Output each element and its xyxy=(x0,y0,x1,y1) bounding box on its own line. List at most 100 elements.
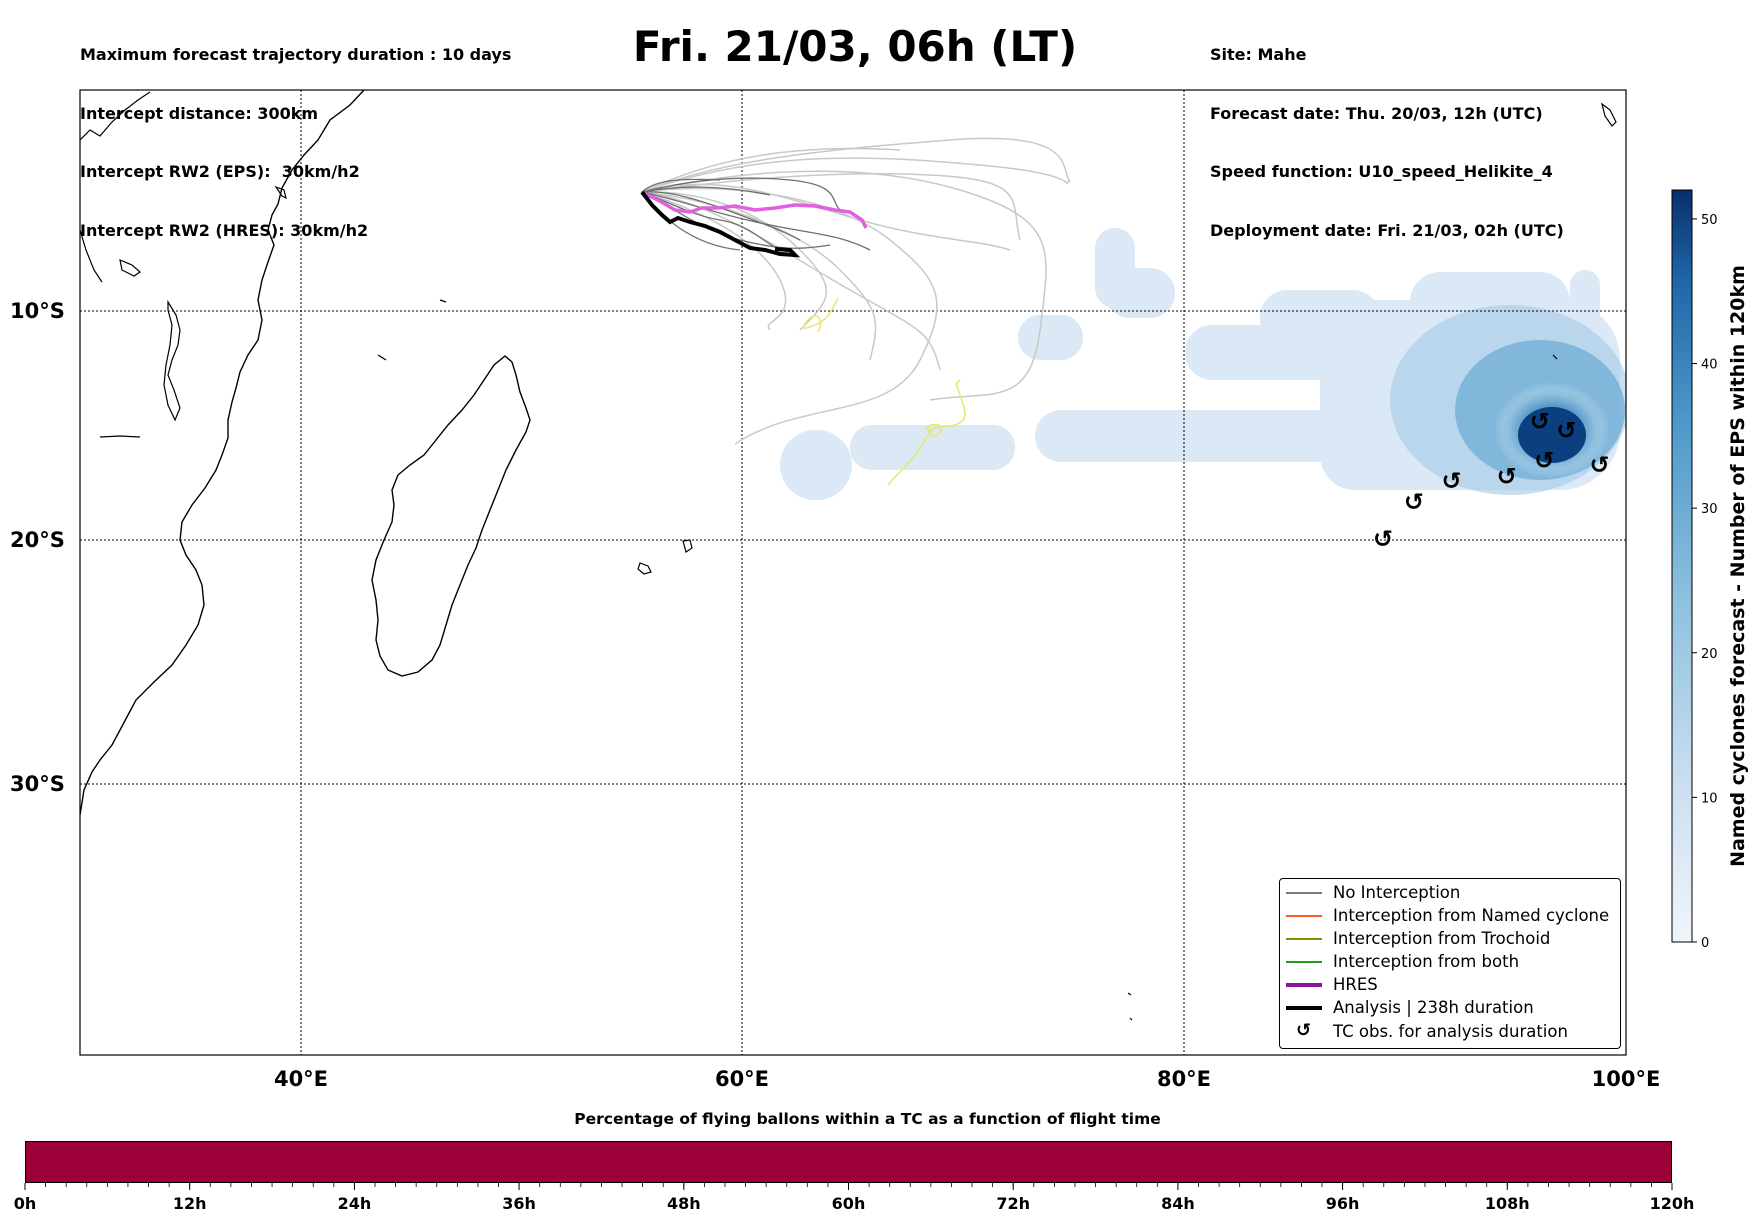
colorbar xyxy=(1671,189,1693,943)
main-title: Fri. 21/03, 06h (LT) xyxy=(632,22,1078,71)
density-contour xyxy=(1518,407,1586,463)
hour-tick-label: 84h xyxy=(1161,1194,1195,1213)
colorbar-ticks: 0 10 20 30 40 50 xyxy=(1692,213,1718,951)
legend-item-tc-obs: ↺ TC obs. for analysis duration xyxy=(1280,1020,1620,1043)
lon-label-80e: 80°E xyxy=(1157,1067,1211,1091)
lat-label-20s: 20°S xyxy=(10,528,65,552)
island xyxy=(1601,102,1617,127)
coastline-madagascar xyxy=(371,355,531,677)
eps-track xyxy=(641,178,721,193)
lon-label-40e: 40°E xyxy=(274,1067,328,1091)
lon-label-100e: 100°E xyxy=(1592,1067,1661,1091)
legend-item-trochoid: Interception from Trochoid xyxy=(1280,927,1620,950)
legend-item-both: Interception from both xyxy=(1280,950,1620,973)
island xyxy=(377,354,387,361)
percentage-bar xyxy=(25,1141,1672,1183)
legend-label: Interception from both xyxy=(1333,952,1520,971)
island xyxy=(1127,992,1132,996)
tc-observation-markers: ↺↺↺ ↺↺ ↺↺ ↺ xyxy=(1373,407,1610,553)
colorbar-tick-label: 20 xyxy=(1701,647,1718,662)
islands xyxy=(99,102,1617,1021)
header-right-line: Deployment date: Fri. 21/03, 02h (UTC) xyxy=(1210,220,1564,240)
legend-swatch xyxy=(1286,938,1322,940)
graticule xyxy=(80,90,1626,1055)
colorbar-tick-label: 0 xyxy=(1701,936,1709,951)
island xyxy=(119,259,141,277)
eps-track xyxy=(641,186,771,196)
island xyxy=(637,562,652,575)
density-patch xyxy=(850,425,1015,470)
colorbar-tick-label: 40 xyxy=(1701,358,1718,373)
eps-track xyxy=(887,379,966,486)
eps-track xyxy=(641,191,787,331)
header-left-line: Intercept RW2 (HRES): 30km/h2 xyxy=(80,220,369,240)
header-left: Maximum forecast trajectory duration : 1… xyxy=(80,6,511,260)
island xyxy=(439,299,447,303)
legend-swatch xyxy=(1286,892,1322,894)
eps-track xyxy=(802,297,839,333)
header-right: Site: Mahe Forecast date: Thu. 20/03, 12… xyxy=(1210,6,1564,260)
hour-tick-label: 120h xyxy=(1650,1194,1695,1213)
bottom-bar-title: Percentage of flying ballons within a TC… xyxy=(574,1110,1161,1128)
eps-track xyxy=(641,191,801,241)
coastline-africa-north xyxy=(80,91,151,283)
tc-obs-marker: ↺ xyxy=(1441,467,1461,495)
density-patch xyxy=(1105,268,1175,318)
lat-label-10s: 10°S xyxy=(10,299,65,323)
tc-obs-marker: ↺ xyxy=(1589,451,1609,479)
coastline-africa xyxy=(80,90,365,816)
legend-label: No Interception xyxy=(1333,883,1461,902)
eps-track xyxy=(641,147,901,193)
hour-tick-label: 0h xyxy=(14,1194,37,1213)
tc-obs-marker: ↺ xyxy=(1373,525,1393,553)
legend-swatch xyxy=(1286,961,1322,963)
tc-obs-marker: ↺ xyxy=(1404,488,1424,516)
eps-trajectories-dark xyxy=(641,177,871,251)
eps-track xyxy=(641,177,841,211)
hour-tick-label: 108h xyxy=(1485,1194,1530,1213)
colorbar-tick-label: 50 xyxy=(1701,213,1718,228)
header-left-line: Intercept distance: 300km xyxy=(80,103,319,123)
eps-track xyxy=(641,191,781,251)
tc-obs-marker: ↺ xyxy=(1556,417,1576,445)
eps-track xyxy=(641,157,1071,193)
hour-tick-label: 12h xyxy=(173,1194,207,1213)
analysis-track xyxy=(640,190,801,258)
tc-symbol-icon: ↺ xyxy=(1296,1020,1312,1041)
tc-obs-marker: ↺ xyxy=(1534,446,1554,474)
island xyxy=(682,539,693,553)
island xyxy=(274,185,287,200)
lon-label-60e: 60°E xyxy=(715,1067,769,1091)
header-right-line: Speed function: U10_speed_Helikite_4 xyxy=(1210,162,1553,181)
eps-track xyxy=(641,170,1047,401)
eps-track xyxy=(641,191,828,331)
lat-label-30s: 30°S xyxy=(10,772,65,796)
density-patch xyxy=(1018,315,1083,360)
eps-track xyxy=(641,183,1011,251)
hour-tick-label: 36h xyxy=(502,1194,536,1213)
hour-tick-label: 96h xyxy=(1326,1194,1360,1213)
legend-item-no-interception: No Interception xyxy=(1280,881,1620,904)
eps-track xyxy=(641,172,1021,241)
tc-obs-marker: ↺ xyxy=(1497,462,1517,490)
density-patch xyxy=(780,430,852,500)
eps-track xyxy=(641,137,1071,193)
tc-obs-marker: ↺ xyxy=(1530,407,1550,435)
header-right-line: Forecast date: Thu. 20/03, 12h (UTC) xyxy=(1210,103,1543,123)
legend-label: Interception from Trochoid xyxy=(1333,929,1551,948)
hour-tick-label: 72h xyxy=(996,1194,1030,1213)
map-border xyxy=(79,89,1627,1056)
hour-tick-label: 48h xyxy=(667,1194,701,1213)
density-patch xyxy=(1035,410,1365,462)
header-left-line: Maximum forecast trajectory duration : 1… xyxy=(80,45,512,64)
legend-item-hres: HRES xyxy=(1280,973,1620,996)
island xyxy=(99,435,141,438)
cyclone-density-core xyxy=(1390,305,1626,495)
legend-label: TC obs. for analysis duration xyxy=(1333,1022,1568,1041)
colorbar-tick-label: 30 xyxy=(1701,502,1718,517)
hres-track xyxy=(641,190,868,229)
island xyxy=(1129,1017,1133,1021)
eps-trajectories-yellow xyxy=(802,297,966,486)
header-right-line: Site: Mahe xyxy=(1210,45,1307,64)
legend-label: Interception from Named cyclone xyxy=(1333,906,1610,925)
